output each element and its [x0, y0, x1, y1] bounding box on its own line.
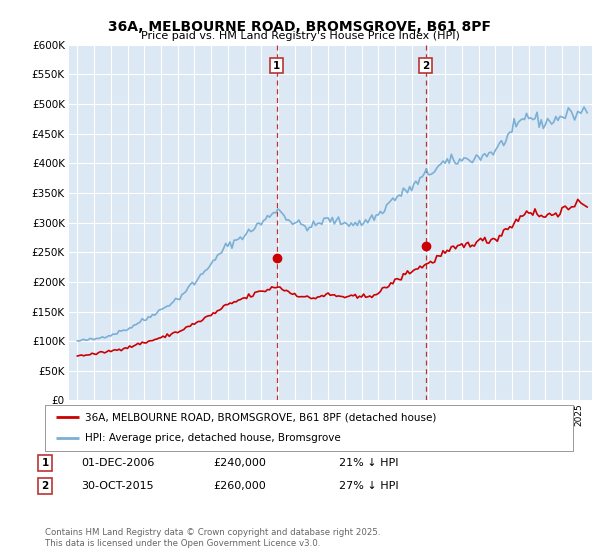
Text: Price paid vs. HM Land Registry's House Price Index (HPI): Price paid vs. HM Land Registry's House …: [140, 31, 460, 41]
Text: Contains HM Land Registry data © Crown copyright and database right 2025.
This d: Contains HM Land Registry data © Crown c…: [45, 528, 380, 548]
Text: 1: 1: [41, 458, 49, 468]
Text: £240,000: £240,000: [213, 458, 266, 468]
Text: £260,000: £260,000: [213, 481, 266, 491]
Text: 2: 2: [422, 60, 429, 71]
Text: HPI: Average price, detached house, Bromsgrove: HPI: Average price, detached house, Brom…: [85, 433, 340, 444]
Text: 01-DEC-2006: 01-DEC-2006: [81, 458, 154, 468]
Text: 27% ↓ HPI: 27% ↓ HPI: [339, 481, 398, 491]
Text: 36A, MELBOURNE ROAD, BROMSGROVE, B61 8PF (detached house): 36A, MELBOURNE ROAD, BROMSGROVE, B61 8PF…: [85, 412, 436, 422]
Text: 1: 1: [273, 60, 280, 71]
Text: 21% ↓ HPI: 21% ↓ HPI: [339, 458, 398, 468]
Text: 30-OCT-2015: 30-OCT-2015: [81, 481, 154, 491]
Text: 36A, MELBOURNE ROAD, BROMSGROVE, B61 8PF: 36A, MELBOURNE ROAD, BROMSGROVE, B61 8PF: [109, 20, 491, 34]
Text: 2: 2: [41, 481, 49, 491]
